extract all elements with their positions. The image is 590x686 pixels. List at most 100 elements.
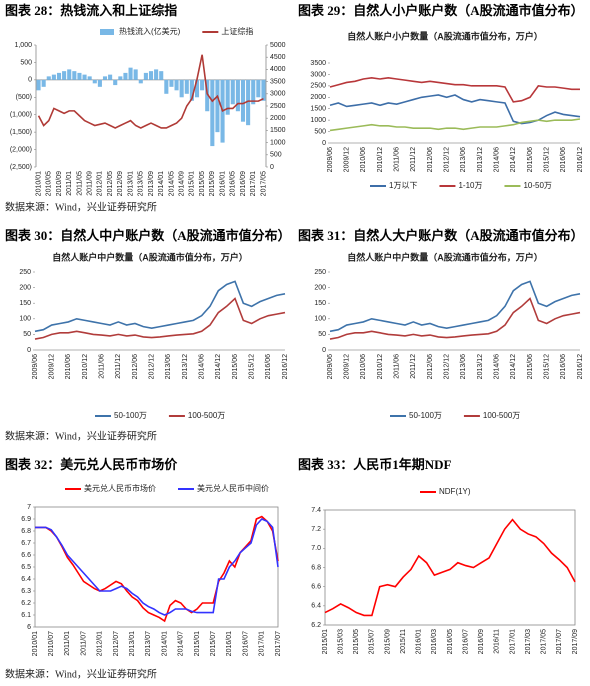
y-tick-label: 100: [19, 316, 31, 323]
x-tick-label: 2016/05: [230, 171, 237, 196]
chart-subtitle: 自然人账户中户数量（A股流通市值分布，万户）: [52, 251, 248, 262]
y-tick-label: 1500: [310, 106, 326, 113]
line: [35, 515, 279, 623]
bar: [205, 79, 210, 112]
x-tick-label: 2013/01: [127, 171, 134, 196]
bar: [97, 79, 102, 87]
bar: [256, 79, 261, 98]
x-tick-label: 2013/06: [460, 147, 467, 172]
x-tick-label: 2017/01: [259, 631, 266, 656]
x-tick-label: 2014/07: [178, 631, 185, 656]
y-tick-label: 6.2: [311, 622, 321, 629]
line: [34, 280, 286, 333]
y-tick-label: 6.1: [21, 612, 31, 619]
x-tick-label: 2010/07: [48, 631, 55, 656]
x-tick-label: 2012/06: [427, 354, 434, 379]
y-tick-label: 6.8: [311, 564, 321, 571]
y2-tick-label: 2500: [270, 103, 286, 110]
x-tick-label: 2015/06: [232, 354, 239, 379]
x-tick-label: 2010/12: [377, 147, 384, 172]
x-tick-label: 2014/12: [215, 354, 222, 379]
y-tick-label: 50: [23, 331, 31, 338]
y-tick-label: 3000: [310, 71, 326, 78]
x-tick-label: 2010/12: [82, 354, 89, 379]
chart-title: 图表 30：自然人中户账户数（A股流通市值分布）: [5, 228, 291, 243]
x-tick-label: 2017/03: [525, 629, 532, 654]
x-tick-label: 2011/01: [64, 631, 71, 656]
y-tick-label: 150: [19, 300, 31, 307]
line: [329, 280, 581, 333]
line: [329, 297, 581, 340]
bar: [225, 79, 230, 115]
x-tick-label: 2012/06: [427, 147, 434, 172]
x-tick-label: 2015/01: [194, 631, 201, 656]
y-tick-label: 2000: [310, 94, 326, 101]
x-tick-label: 2009/12: [344, 354, 351, 379]
x-tick-label: 2012/12: [149, 354, 156, 379]
bar: [148, 71, 154, 80]
legend-label: 100-500万: [483, 411, 520, 420]
bar: [46, 76, 51, 80]
chart-subtitle: 自然人账户中户数量（A股流通市值分布，万户）: [347, 251, 543, 262]
x-tick-label: 2016/03: [431, 629, 438, 654]
y-tick-label: (500): [16, 94, 32, 101]
x-tick-label: 2013/06: [165, 354, 172, 379]
bar: [56, 72, 62, 80]
x-tick-label: 2016/01: [416, 629, 423, 654]
y-tick-label: 250: [19, 269, 31, 276]
x-tick-label: 2015/07: [369, 629, 376, 654]
y-tick-label: (1,000): [10, 112, 32, 119]
y-tick-label: 7.0: [311, 545, 321, 552]
legend-label: 热钱流入(亿美元): [119, 26, 181, 36]
plot-frame: [324, 509, 576, 626]
x-tick-label: 2013/07: [145, 631, 152, 656]
legend-label: 10-50万: [523, 181, 551, 190]
bar: [169, 79, 174, 87]
y-tick-label: 6.7: [21, 540, 31, 547]
chart-title: 图表 28：热钱流入和上证综指: [5, 3, 177, 18]
x-tick-label: 2011/09: [87, 171, 94, 196]
x-tick-label: 2010/06: [65, 354, 72, 379]
y-tick-label: 250: [314, 269, 326, 276]
bar: [184, 79, 189, 94]
bar: [118, 76, 123, 80]
bar: [133, 69, 138, 80]
x-tick-label: 2016/12: [577, 147, 584, 172]
bar: [251, 79, 256, 105]
x-tick-label: 2015/09: [209, 171, 216, 196]
x-tick-label: 2016/07: [242, 631, 249, 656]
x-tick-label: 2016/05: [447, 629, 454, 654]
x-tick-label: 2011/05: [76, 171, 83, 196]
x-tick-label: 2011/12: [410, 354, 417, 379]
x-tick-label: 2017/05: [260, 171, 267, 196]
y2-tick-label: 4500: [270, 54, 286, 61]
x-tick-label: 2013/12: [477, 354, 484, 379]
y-tick-label: 0: [322, 140, 326, 147]
bar: [67, 69, 72, 80]
bar: [138, 79, 143, 84]
y-tick-label: 6.5: [21, 564, 31, 571]
bar: [143, 72, 148, 80]
y-tick-label: 7.2: [311, 526, 321, 533]
chart-title: 图表 31：自然人大户账户数（A股流通市值分布）: [298, 228, 584, 243]
x-tick-label: 2012/01: [97, 171, 104, 196]
y2-tick-label: 0: [270, 164, 274, 171]
x-tick-label: 2016/01: [219, 171, 226, 196]
x-tick-label: 2015/07: [210, 631, 217, 656]
legend-label: 50-100万: [114, 411, 147, 420]
x-tick-label: 2010/09: [56, 171, 63, 196]
y-tick-label: 7.4: [311, 507, 321, 514]
x-tick-label: 2011/12: [115, 354, 122, 379]
x-tick-label: 2015/05: [353, 629, 360, 654]
y-tick-label: 0: [322, 347, 326, 354]
x-tick-label: 2016/12: [577, 354, 584, 379]
x-tick-label: 2011/01: [66, 171, 73, 196]
bar: [123, 72, 128, 80]
x-tick-label: 2014/06: [199, 354, 206, 379]
x-tick-label: 2014/06: [494, 147, 501, 172]
x-tick-label: 2009/06: [327, 147, 334, 172]
x-tick-label: 2016/09: [240, 171, 247, 196]
x-tick-label: 2010/01: [35, 171, 42, 196]
x-tick-label: 2016/06: [560, 354, 567, 379]
